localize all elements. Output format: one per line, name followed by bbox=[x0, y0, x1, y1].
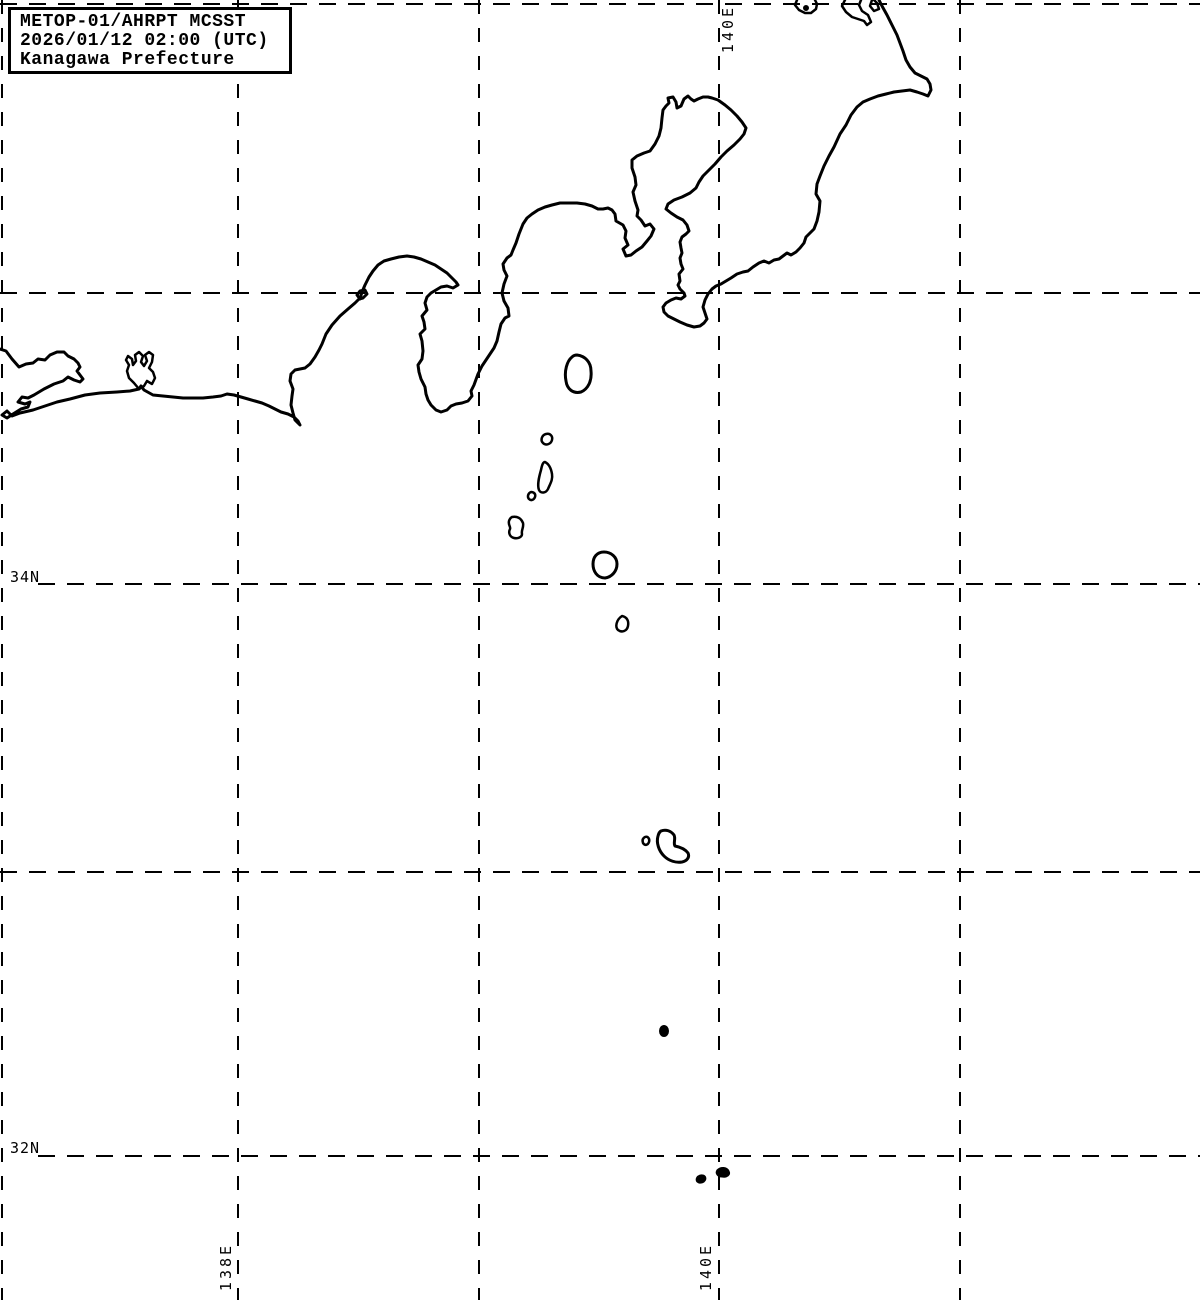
tone-river-squiggle-2 bbox=[840, 0, 873, 27]
tone-river-squiggle-1 bbox=[793, 0, 819, 15]
shikinejima-island bbox=[526, 490, 537, 502]
oshima-island bbox=[563, 353, 593, 394]
hachijokojima-island bbox=[641, 835, 651, 847]
info-box: METOP-01/AHRPT MCSST 2026/01/12 02:00 (U… bbox=[8, 7, 292, 74]
tone-river-squiggle-3 bbox=[868, 0, 881, 13]
hamana-lake-inlet bbox=[124, 350, 157, 391]
grid-labels: 34N 32N 140E 138E 140E bbox=[10, 5, 737, 1291]
info-datetime-line: 2026/01/12 02:00 (UTC) bbox=[20, 31, 269, 51]
label-lat-32n: 32N bbox=[10, 1139, 40, 1157]
mainland-coastline bbox=[0, 0, 933, 427]
mikurajima-island bbox=[615, 614, 630, 633]
tone-river-dot bbox=[803, 5, 809, 11]
info-product-line: METOP-01/AHRPT MCSST bbox=[20, 12, 247, 32]
coastlines bbox=[0, 0, 933, 1184]
niijima-island bbox=[536, 460, 554, 494]
bayonnaise-rocks-islet bbox=[695, 1174, 707, 1184]
info-region-line: Kanagawa Prefecture bbox=[20, 50, 235, 70]
miyakejima-island bbox=[591, 550, 619, 580]
label-lon-138e-bottom: 138E bbox=[217, 1243, 235, 1291]
label-lat-34n: 34N bbox=[10, 568, 40, 586]
toshima-island bbox=[540, 432, 554, 446]
kozushima-island bbox=[507, 515, 525, 540]
aogashima-island bbox=[659, 1025, 669, 1037]
hachijojima-island bbox=[655, 828, 691, 864]
smith-island-islet bbox=[715, 1167, 730, 1178]
label-lon-140e-top: 140E bbox=[719, 5, 737, 53]
label-lon-140e-bottom: 140E bbox=[697, 1243, 715, 1291]
